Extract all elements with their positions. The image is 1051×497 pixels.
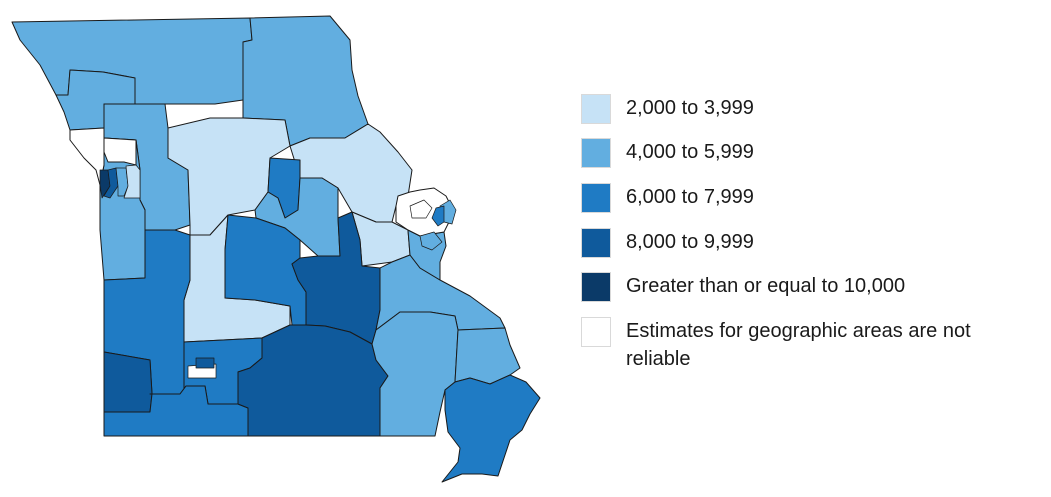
- legend-swatch-6: [581, 317, 611, 347]
- region-south-west-6000: [103, 385, 249, 437]
- region-kc-2000: [123, 164, 141, 199]
- region-stlouis-inner-4: [419, 231, 443, 251]
- region-southeast-4000: [371, 311, 459, 437]
- region-springfield-8000: [195, 357, 215, 369]
- legend-swatch-5: [581, 272, 611, 302]
- legend-label-1: 2,000 to 3,999: [626, 97, 754, 119]
- legend-swatch-3: [581, 183, 611, 213]
- region-bootheel-6000: [441, 374, 541, 483]
- legend-swatch-4: [581, 228, 611, 258]
- region-southwest-8000: [103, 351, 153, 413]
- region-kc-white-box: [103, 137, 137, 166]
- legend-label-5: Greater than or equal to 10,000: [626, 275, 906, 297]
- legend-item-5: Greater than or equal to 10,000: [581, 272, 1036, 302]
- legend-label-2: 4,000 to 5,999: [626, 141, 754, 163]
- legend-swatch-1: [581, 94, 611, 124]
- legend-item-3: 6,000 to 7,999: [581, 183, 1036, 213]
- region-kc-unreliable: [69, 127, 105, 186]
- legend-item-2: 4,000 to 5,999: [581, 138, 1036, 168]
- legend-item-1: 2,000 to 3,999: [581, 94, 1036, 124]
- legend-swatch-2: [581, 138, 611, 168]
- legend-label-3: 6,000 to 7,999: [626, 186, 754, 208]
- legend-item-6: Estimates for geographic areas are not r…: [581, 317, 1026, 373]
- region-stlouis-inner-3: [409, 199, 433, 219]
- region-stlouis-inner-2: [431, 205, 445, 227]
- legend-item-4: 8,000 to 9,999: [581, 228, 1036, 258]
- legend-label-6: Estimates for geographic areas are not r…: [626, 320, 971, 370]
- legend-label-4: 8,000 to 9,999: [626, 231, 754, 253]
- missouri-choropleth-map: [11, 15, 541, 483]
